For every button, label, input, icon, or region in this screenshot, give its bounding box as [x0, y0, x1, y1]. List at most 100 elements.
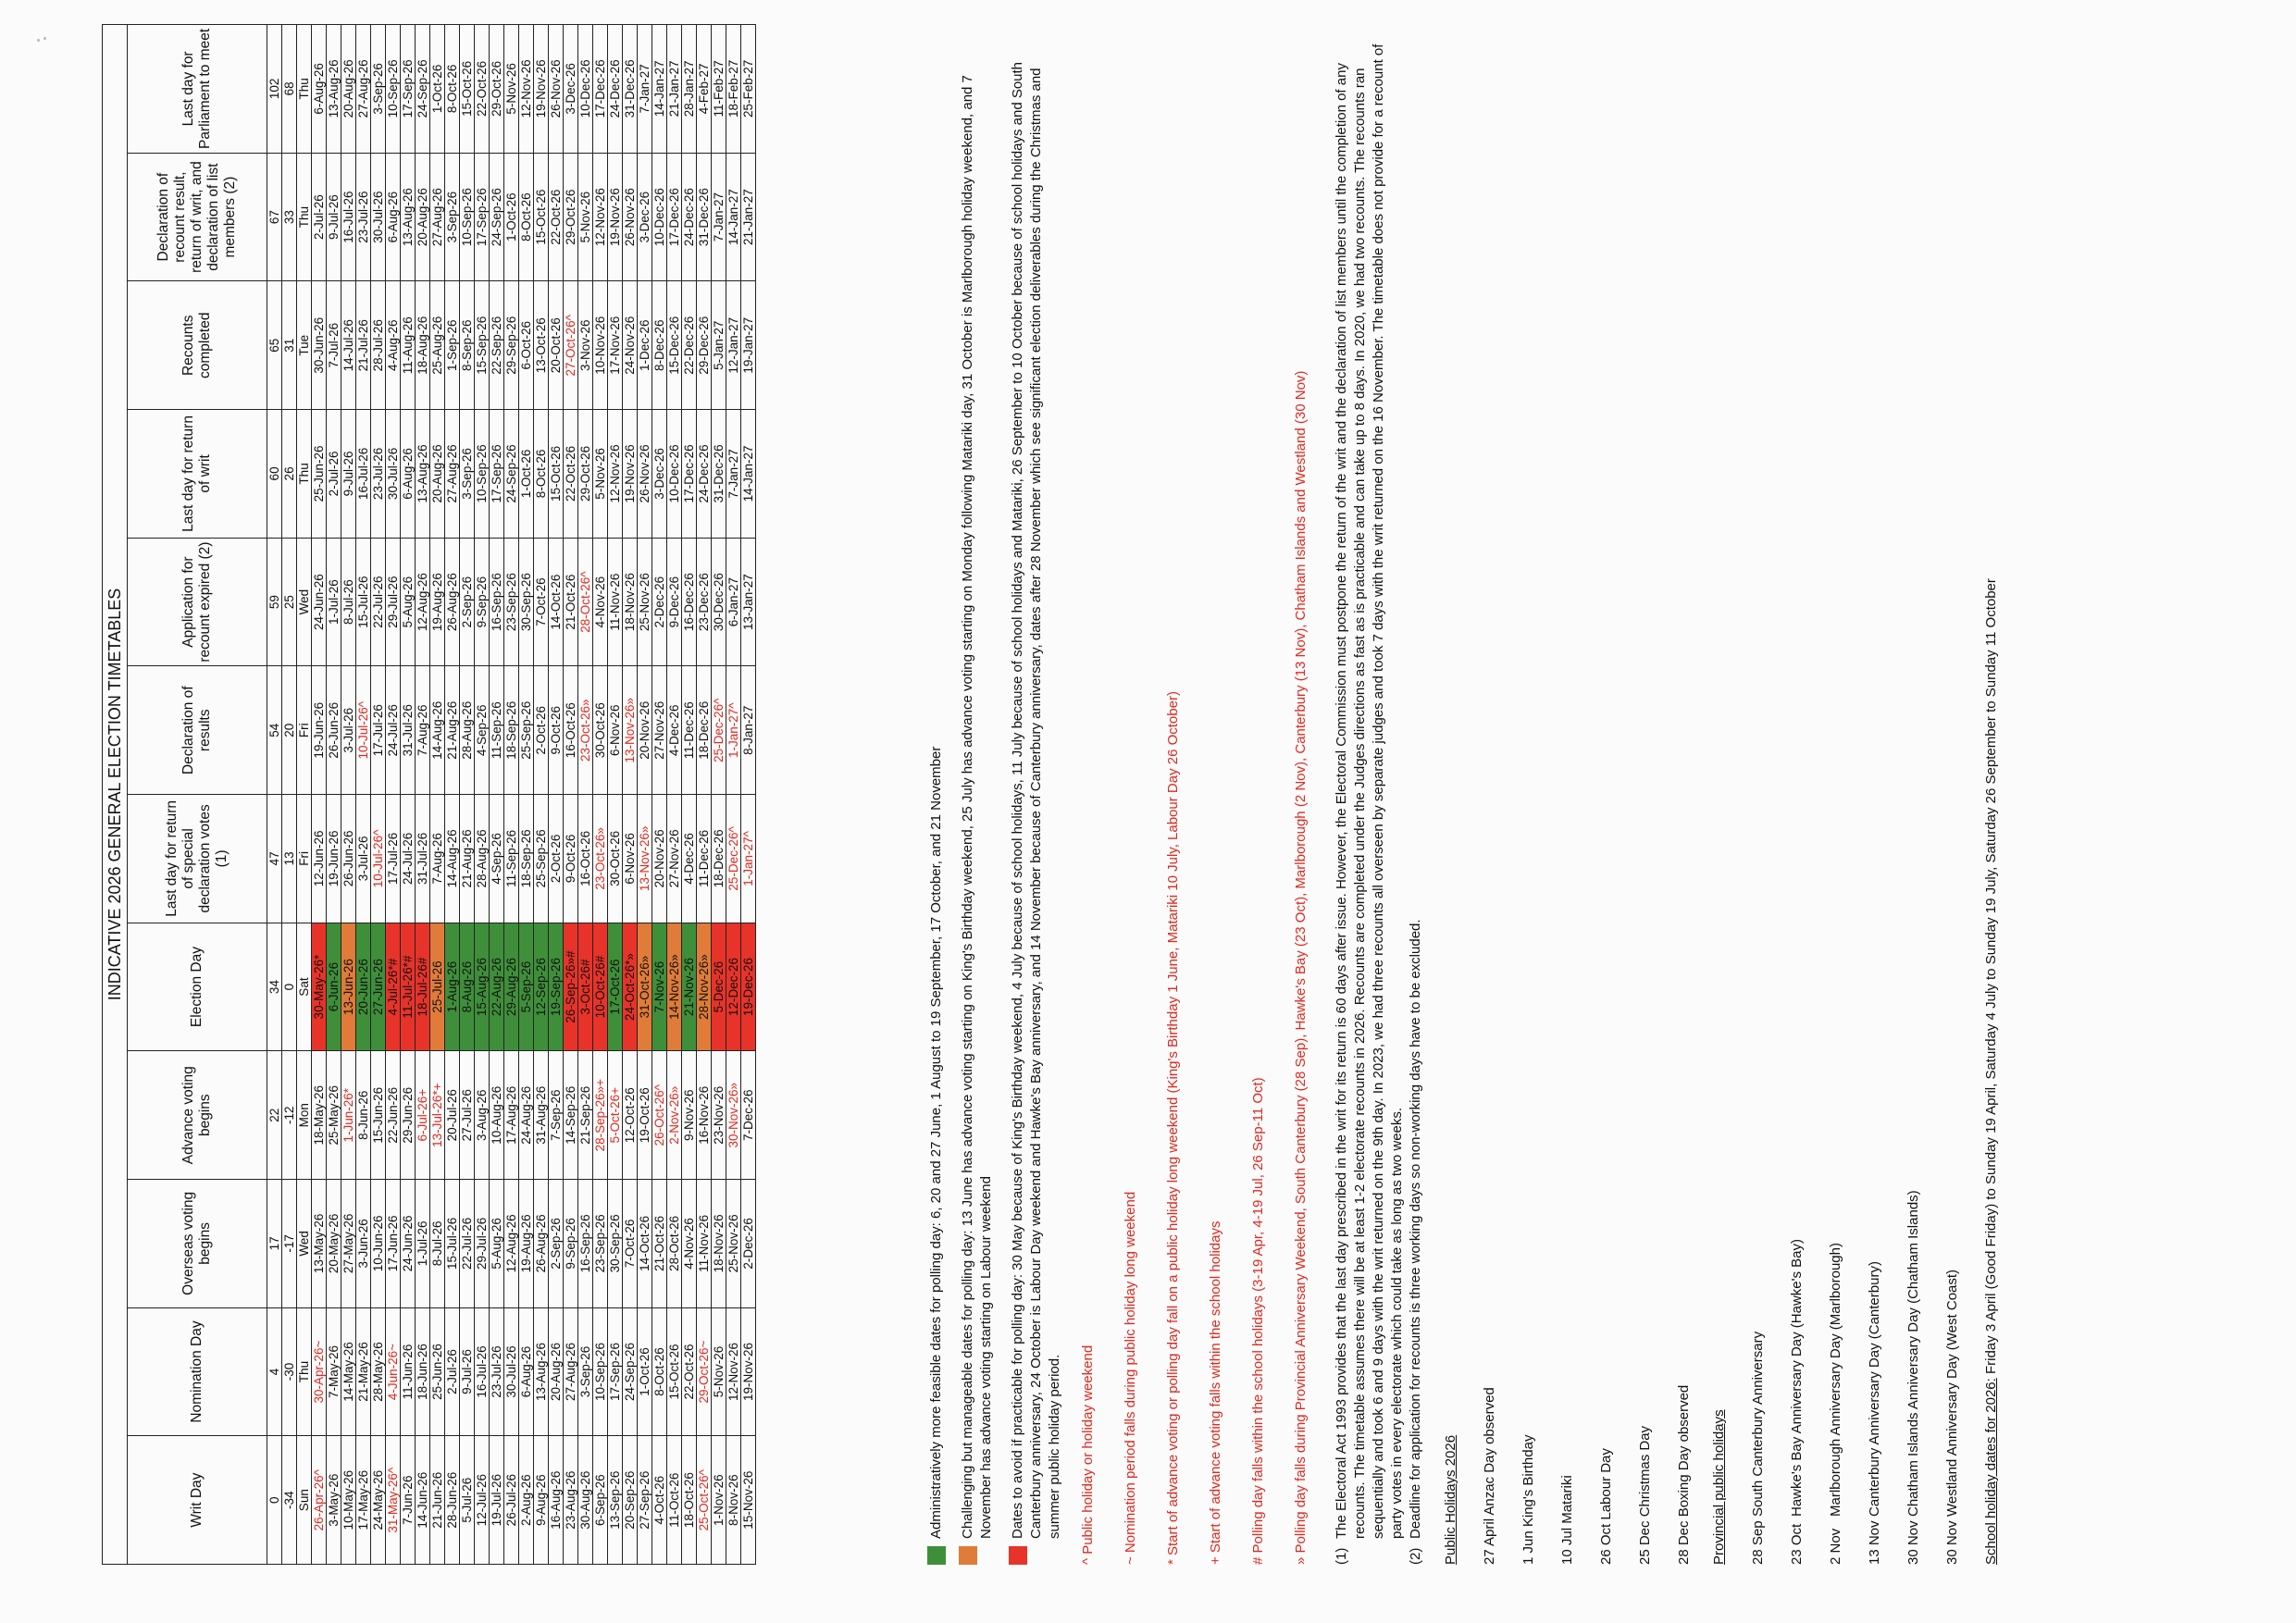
date-cell: 30-Apr-26~	[311, 1307, 327, 1436]
date-cell: 14-Jun-26	[415, 1435, 430, 1565]
header-row: Writ Day Nomination Day Overseas voting be…	[127, 24, 267, 1565]
election-day-cell: 30-May-26*	[311, 923, 327, 1051]
election-day-cell: 19-Sep-26	[548, 923, 564, 1051]
date-cell: 17-Sep-26	[400, 24, 416, 154]
date-cell: 14-Jan-27	[740, 409, 756, 539]
date-cell: 27-Nov-26	[666, 794, 682, 923]
date-cell: 14-Jan-27	[726, 153, 741, 281]
date-cell: 18-Oct-26	[681, 1435, 697, 1565]
date-cell: 29-Sep-26	[503, 280, 519, 410]
date-cell: 21-Jan-27	[740, 153, 756, 281]
date-cell: 12-Oct-26	[622, 1050, 638, 1180]
date-cell: 13-Jan-27	[740, 538, 756, 666]
mark-key-item: ^ Public holiday or holiday weekend	[1080, 1344, 1096, 1565]
date-cell: 24-Jun-26	[400, 1179, 416, 1308]
weekday-cell: Sat	[296, 923, 312, 1051]
date-cell: 13-May-26	[311, 1179, 327, 1308]
date-cell: 21-Aug-26	[444, 665, 460, 795]
legend-text: Dates to avoid if practicable for pollin…	[1010, 61, 1062, 1539]
date-cell: 15-Oct-26	[533, 153, 549, 281]
date-cell: 23-Sep-26	[592, 1179, 608, 1308]
date-cell: 31-Dec-26	[711, 409, 726, 539]
footnote-number: (2)	[1408, 1547, 1423, 1565]
school-holidays-text: Friday 3 April (Good Friday) to Sunday 1…	[1983, 578, 1999, 1379]
table-row: 1-Nov-26 5-Nov-26 18-Nov-26 23-Nov-26 5-Dec-…	[711, 24, 726, 1565]
date-cell: 3-Sep-26	[444, 153, 460, 281]
table-row: 4-Oct-26 8-Oct-26 21-Oct-26 26-Oct-26^ 7-Nov…	[652, 24, 667, 1565]
election-day-cell: 31-Oct-26»	[637, 923, 652, 1051]
date-cell: 4-Sep-26	[474, 665, 490, 795]
date-cell: 27-May-26	[341, 1179, 356, 1308]
election-day-cell: 15-Aug-26	[474, 923, 490, 1051]
provincial-holiday-date: 30 Nov	[1905, 1520, 1921, 1565]
date-cell: 1-Sep-26	[444, 280, 460, 410]
election-day-cell: 7-Nov-26	[652, 923, 667, 1051]
date-cell: 21-Jun-26	[429, 1435, 445, 1565]
mark-key-item: * Start of advance voting or polling day…	[1165, 691, 1181, 1565]
provincial-holiday-item: 13 Nov Canterbury Anniversary Day (Canter…	[1866, 24, 1884, 1565]
election-day-cell: 10-Oct-26#	[592, 923, 608, 1051]
public-holiday-item: 1 Jun King's Birthday	[1520, 1434, 1536, 1565]
date-cell: 21-Aug-26	[459, 794, 475, 923]
date-cell: 27-Aug-26	[429, 153, 445, 281]
offset-cell: 22	[267, 1050, 282, 1180]
date-cell: 28-Aug-26	[459, 665, 475, 795]
date-cell: 11-Dec-26	[681, 665, 697, 795]
date-cell: 6-Aug-26	[311, 24, 327, 154]
date-cell: 7-Jan-27	[711, 153, 726, 281]
relative-day-cell: 31	[281, 280, 297, 410]
table-row: 27-Sep-26 1-Oct-26 14-Oct-26 19-Oct-26 31-Oc…	[637, 24, 652, 1565]
date-cell: 20-Aug-26	[548, 1307, 564, 1436]
legend-item: Dates to avoid if practicable for pollin…	[1009, 24, 1064, 1565]
date-cell: 13-Aug-26	[533, 1307, 549, 1436]
legend-item: Administratively more feasible dates for…	[927, 24, 946, 1565]
date-cell: 2-Oct-26	[533, 665, 549, 795]
date-cell: 2-Jul-26	[326, 409, 341, 539]
date-cell: 17-Sep-26	[607, 1307, 623, 1436]
date-cell: 24-Dec-26	[681, 153, 697, 281]
election-day-cell: 25-Jul-26	[429, 923, 445, 1051]
date-cell: 4-Aug-26	[385, 280, 401, 410]
date-cell: 13-Nov-26»	[622, 665, 638, 795]
mark-key-item: + Start of advance voting falls within t…	[1208, 1220, 1223, 1565]
date-cell: 30-Jul-26	[385, 409, 401, 539]
date-cell: 24-Dec-26	[696, 409, 712, 539]
table-row: 13-Sep-26 17-Sep-26 30-Sep-26 5-Oct-26+ 17-O…	[607, 24, 623, 1565]
date-cell: 1-Nov-26	[711, 1435, 726, 1565]
table-row: 23-Aug-26 27-Aug-26 9-Sep-26 14-Sep-26 26-Se…	[563, 24, 578, 1565]
date-cell: 6-Aug-26	[518, 1307, 534, 1436]
date-cell: 24-Jun-26	[311, 538, 327, 666]
date-cell: 4-Oct-26	[652, 1435, 667, 1565]
date-cell: 2-Oct-26	[548, 794, 564, 923]
date-cell: 8-Oct-26	[652, 1307, 667, 1436]
date-cell: 12-Aug-26	[415, 538, 430, 666]
legend-swatch	[927, 1546, 946, 1565]
footnote: (2) Deadline for application for recounts…	[1407, 24, 1425, 1565]
date-cell: 12-Nov-26	[592, 153, 608, 281]
weekday-cell: Thu	[296, 153, 312, 281]
date-cell: 25-May-26	[326, 1050, 341, 1180]
date-cell: 24-Jul-26	[385, 665, 401, 795]
provincial-holiday-name: South Canterbury Anniversary	[1750, 1331, 1766, 1517]
date-cell: 5-Jul-26	[459, 1435, 475, 1565]
date-cell: 29-Oct-26~	[696, 1307, 712, 1436]
date-cell: 31-Jul-26	[400, 665, 416, 795]
speck	[43, 37, 46, 40]
date-cell: 16-Jul-26	[341, 153, 356, 281]
table-title: INDICATIVE 2026 GENERAL ELECTION TIMETAB…	[102, 24, 128, 1565]
date-cell: 17-Jul-26	[370, 665, 386, 795]
relative-day-cell: -17	[281, 1179, 297, 1308]
provincial-holiday-item: 30 Nov Chatham Islands Anniversary Day (C…	[1905, 24, 1923, 1565]
date-cell: 11-Jun-26	[400, 1307, 416, 1436]
table-row: 3-May-26 7-May-26 20-May-26 25-May-26 6-Jun-…	[326, 24, 341, 1565]
date-cell: 22-Oct-26	[474, 24, 490, 154]
date-cell: 4-Nov-26	[592, 538, 608, 666]
date-cell: 18-Aug-26	[415, 280, 430, 410]
date-cell: 27-Aug-26	[355, 24, 371, 154]
date-cell: 13-Oct-26	[533, 280, 549, 410]
date-cell: 19-Jul-26	[489, 1435, 504, 1565]
election-day-cell: 3-Oct-26#	[577, 923, 593, 1051]
provincial-holiday-item: 30 Nov Westland Anniversary Day (West Coa…	[1943, 24, 1962, 1565]
date-cell: 7-Jul-26	[326, 280, 341, 410]
footnotes: (1) The Electoral Act 1993 provides that …	[1333, 24, 1425, 1565]
